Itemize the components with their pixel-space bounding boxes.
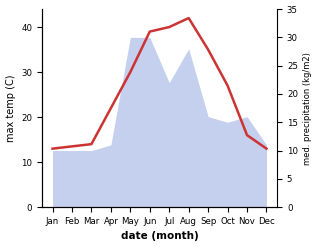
Y-axis label: med. precipitation (kg/m2): med. precipitation (kg/m2) — [303, 52, 313, 165]
X-axis label: date (month): date (month) — [121, 231, 198, 242]
Y-axis label: max temp (C): max temp (C) — [5, 74, 16, 142]
